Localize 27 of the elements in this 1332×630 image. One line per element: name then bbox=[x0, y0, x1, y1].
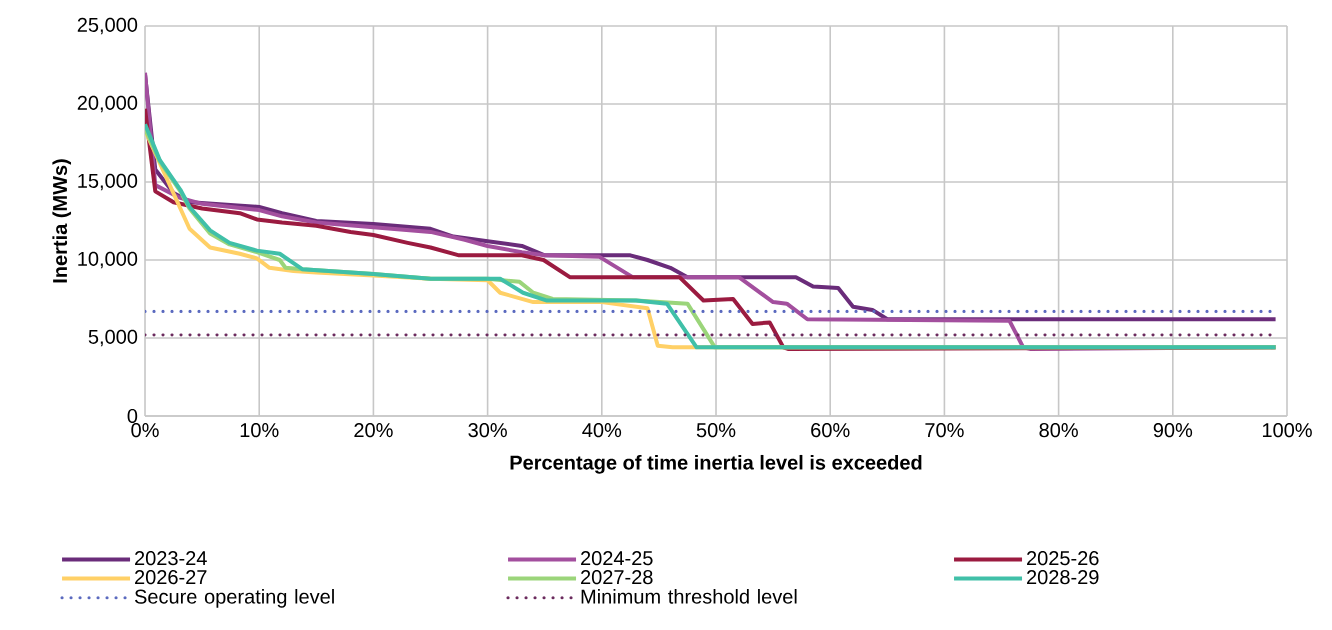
y-tick-label: 5,000 bbox=[88, 329, 138, 347]
y-tick-label: 0 bbox=[127, 408, 138, 424]
x-tick-label: 50% bbox=[696, 423, 736, 438]
x-tick-label: 0% bbox=[131, 423, 159, 438]
x-tick-label: 70% bbox=[925, 423, 964, 438]
x-axis-title: Percentage of time inertia level is exceeded bbox=[510, 454, 922, 474]
legend-label: 2027-28 bbox=[581, 570, 653, 585]
legend-label: Secure operating level bbox=[134, 589, 334, 608]
y-tick-label: 20,000 bbox=[77, 95, 138, 113]
x-tick-label: 100% bbox=[1262, 423, 1312, 438]
x-tick-label: 40% bbox=[582, 423, 622, 438]
y-tick-label: 10,000 bbox=[78, 251, 138, 269]
y-tick-label: 15,000 bbox=[78, 173, 138, 191]
x-tick-label: 60% bbox=[811, 423, 850, 438]
legend-label: 2023-24 bbox=[135, 551, 207, 566]
x-tick-label: 90% bbox=[1153, 423, 1193, 438]
legend-label: 2028-29 bbox=[1027, 570, 1099, 585]
x-tick-label: 80% bbox=[1039, 423, 1078, 438]
legend-label: Minimum threshold level bbox=[581, 589, 797, 604]
legend-label: 2024-25 bbox=[581, 551, 653, 566]
x-tick-label: 10% bbox=[240, 423, 279, 438]
y-tick-label: 25,000 bbox=[77, 17, 138, 35]
y-axis-title: Inertia (MWs) bbox=[52, 159, 72, 283]
legend-label: 2025-26 bbox=[1027, 551, 1099, 566]
legend-label: 2026-27 bbox=[135, 570, 207, 585]
x-tick-label: 30% bbox=[468, 423, 507, 438]
x-tick-label: 20% bbox=[354, 423, 393, 438]
